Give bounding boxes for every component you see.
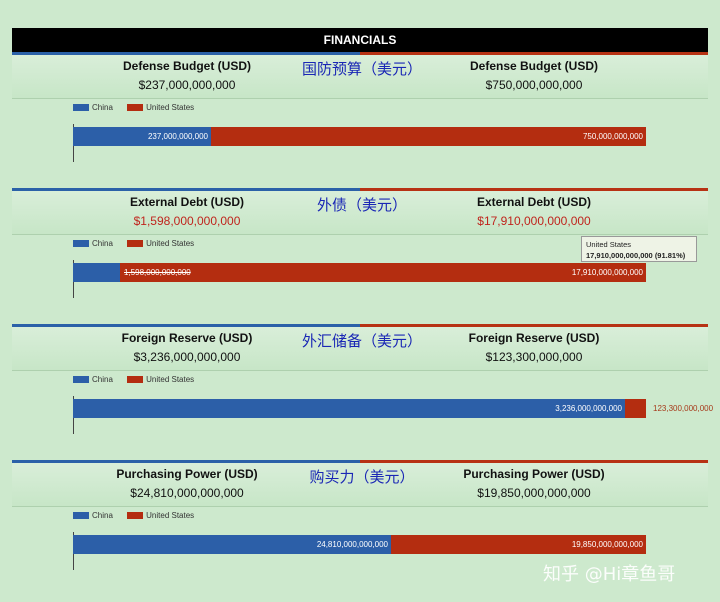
legend: China United States: [73, 103, 206, 113]
legend-label-china: China: [92, 239, 113, 248]
data-label-us: 123,300,000,000: [653, 404, 714, 413]
chinese-label: 外汇储备（美元）: [301, 332, 422, 350]
china-stat-title: Purchasing Power (USD): [116, 467, 258, 481]
legend: China United States: [73, 375, 206, 385]
chinese-label: 外债（美元）: [316, 196, 407, 214]
bar-us[interactable]: [211, 127, 646, 146]
china-stat-title: External Debt (USD): [129, 195, 245, 209]
legend-us: United States: [127, 511, 194, 520]
us-stat-value: $17,910,000,000,000: [477, 214, 591, 228]
bar-china[interactable]: [73, 263, 120, 282]
us-stat-title: Defense Budget (USD): [469, 59, 598, 73]
legend: China United States: [73, 239, 206, 249]
divider: [12, 98, 708, 99]
divider: [12, 234, 708, 235]
us-stat-title: Purchasing Power (USD): [463, 467, 605, 481]
tooltip-series: United States: [586, 240, 632, 249]
panel-top-border: [12, 52, 708, 55]
panel-header: [12, 463, 708, 506]
china-stat-value: $24,810,000,000,000: [130, 486, 244, 500]
data-label-us: 17,910,000,000,000: [571, 268, 643, 277]
legend-china: China: [73, 511, 113, 520]
panel-top-border: [12, 460, 708, 463]
legend-china: China: [73, 239, 113, 248]
panel-header: [12, 327, 708, 370]
bar-china[interactable]: [73, 399, 625, 418]
china-stat: Purchasing Power (USD) $24,810,000,000,0…: [72, 466, 302, 501]
data-label-us: 19,850,000,000,000: [571, 540, 643, 549]
legend-china: China: [73, 103, 113, 112]
tooltip-value: 17,910,000,000,000 (91.81%): [586, 251, 686, 260]
bar-us[interactable]: [391, 535, 646, 554]
legend-swatch-us: [127, 376, 144, 383]
data-label-china: 24,810,000,000,000: [316, 540, 388, 549]
comparison-panel: Purchasing Power (USD) $24,810,000,000,0…: [12, 460, 708, 580]
legend-us: United States: [127, 375, 194, 384]
legend-swatch-us: [127, 240, 144, 247]
china-stat-title: Foreign Reserve (USD): [121, 331, 253, 345]
legend-label-us: United States: [146, 375, 195, 384]
us-stat-title: External Debt (USD): [476, 195, 592, 209]
legend-swatch-china: [73, 376, 89, 383]
china-stat: External Debt (USD) $1,598,000,000,000: [72, 194, 302, 229]
panel-top-border: [12, 188, 708, 191]
panel-header: [12, 191, 708, 234]
data-label-us: 750,000,000,000: [582, 132, 643, 141]
legend-label-china: China: [92, 375, 113, 384]
divider: [12, 506, 708, 507]
bar-china[interactable]: [73, 535, 391, 554]
us-stat: Foreign Reserve (USD) $123,300,000,000: [414, 330, 654, 365]
legend-label-us: United States: [146, 103, 195, 112]
panel-header: [12, 55, 708, 98]
divider: [12, 370, 708, 371]
legend-swatch-us: [127, 512, 144, 519]
legend-label-us: United States: [146, 511, 195, 520]
legend-us: United States: [127, 103, 194, 112]
us-stat-title: Foreign Reserve (USD): [468, 331, 600, 345]
panel-top-border: [12, 324, 708, 327]
legend-china: China: [73, 375, 113, 384]
chinese-label: 国防预算（美元）: [301, 60, 422, 78]
legend-label-china: China: [92, 511, 113, 520]
legend-us: United States: [127, 239, 194, 248]
china-stat-value: $3,236,000,000,000: [133, 350, 241, 364]
legend-label-us: United States: [146, 239, 195, 248]
china-stat: Foreign Reserve (USD) $3,236,000,000,000: [72, 330, 302, 365]
us-stat: External Debt (USD) $17,910,000,000,000: [414, 194, 654, 229]
china-stat-value: $1,598,000,000,000: [133, 214, 241, 228]
chart-tooltip: United States 17,910,000,000,000 (91.81%…: [581, 236, 697, 262]
comparison-panel: Foreign Reserve (USD) $3,236,000,000,000…: [12, 324, 713, 444]
legend-label-china: China: [92, 103, 113, 112]
legend-swatch-china: [73, 104, 89, 111]
us-stat: Defense Budget (USD) $750,000,000,000: [414, 58, 654, 93]
comparison-panel: External Debt (USD) $1,598,000,000,000 外…: [12, 188, 708, 308]
chinese-label: 购买力（美元）: [309, 468, 415, 486]
data-label-china: 1,598,000,000,000: [124, 268, 191, 277]
china-stat-value: $237,000,000,000: [138, 78, 236, 92]
legend-swatch-china: [73, 240, 89, 247]
bar-us[interactable]: [120, 263, 646, 282]
china-stat-title: Defense Budget (USD): [122, 59, 251, 73]
data-label-china: 237,000,000,000: [147, 132, 208, 141]
us-stat: Purchasing Power (USD) $19,850,000,000,0…: [414, 466, 654, 501]
bar-us[interactable]: [625, 399, 646, 418]
legend-swatch-china: [73, 512, 89, 519]
comparison-panel: Defense Budget (USD) $237,000,000,000 国防…: [12, 52, 708, 172]
data-label-china: 3,236,000,000,000: [555, 404, 622, 413]
legend-swatch-us: [127, 104, 144, 111]
us-stat-value: $750,000,000,000: [485, 78, 583, 92]
china-stat: Defense Budget (USD) $237,000,000,000: [72, 58, 302, 93]
us-stat-value: $19,850,000,000,000: [477, 486, 591, 500]
legend: China United States: [73, 511, 206, 521]
financials-header: FINANCIALS: [12, 28, 708, 52]
us-stat-value: $123,300,000,000: [485, 350, 583, 364]
bar-china[interactable]: [73, 127, 211, 146]
watermark: 知乎 @Hi章鱼哥: [543, 564, 676, 585]
